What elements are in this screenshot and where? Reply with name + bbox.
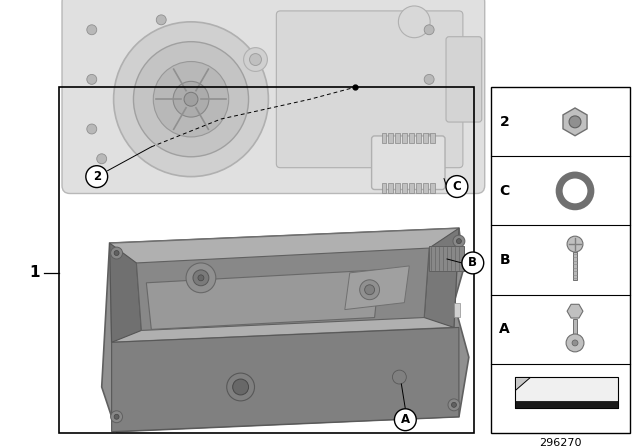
Circle shape [227,373,255,401]
Bar [410,133,414,143]
Circle shape [111,411,122,423]
Bar [416,133,421,143]
Circle shape [398,6,430,38]
Circle shape [154,61,228,137]
Polygon shape [563,108,587,136]
Circle shape [572,340,578,346]
Circle shape [186,263,216,293]
Text: B: B [499,253,510,267]
Bar [388,133,394,143]
Text: A: A [401,413,410,426]
Polygon shape [109,243,141,342]
Bar [381,183,387,193]
Circle shape [360,280,380,300]
Circle shape [424,134,434,144]
Polygon shape [515,378,531,390]
Bar [573,319,577,341]
Bar [410,183,414,193]
FancyBboxPatch shape [62,0,484,194]
Circle shape [86,166,108,188]
Bar [491,87,630,433]
Circle shape [456,239,461,244]
Text: C: C [499,184,509,198]
Text: A: A [499,322,510,336]
Circle shape [198,275,204,281]
Polygon shape [147,270,380,329]
Circle shape [250,54,262,65]
Polygon shape [515,378,618,408]
Text: B: B [468,256,477,269]
Bar [396,133,401,143]
Bar [381,133,387,143]
Circle shape [87,74,97,84]
Bar [423,183,428,193]
Circle shape [87,25,97,35]
Polygon shape [345,266,410,310]
Circle shape [414,159,424,169]
Polygon shape [111,327,459,431]
Text: C: C [452,180,461,193]
Circle shape [424,25,434,35]
Circle shape [184,92,198,106]
Circle shape [448,399,460,411]
Circle shape [462,252,484,274]
Circle shape [569,116,581,128]
Text: 296270: 296270 [539,438,581,448]
Polygon shape [136,248,429,331]
FancyBboxPatch shape [446,37,482,122]
Polygon shape [102,228,469,431]
Circle shape [453,235,465,247]
Circle shape [392,370,406,384]
Circle shape [193,270,209,286]
Circle shape [87,124,97,134]
Circle shape [114,414,119,419]
Bar [454,303,460,317]
FancyBboxPatch shape [372,136,445,190]
FancyBboxPatch shape [276,11,463,168]
Bar [423,133,428,143]
Circle shape [244,47,268,71]
Bar [388,183,394,193]
Circle shape [567,236,583,252]
Circle shape [114,22,268,177]
Circle shape [365,285,374,295]
Circle shape [394,409,416,431]
Bar [515,401,618,408]
Bar [403,133,407,143]
Circle shape [173,82,209,117]
Circle shape [134,42,248,157]
Bar [573,252,577,280]
Bar [396,183,401,193]
Circle shape [424,74,434,84]
Circle shape [114,250,119,255]
Polygon shape [424,228,459,327]
Text: 2: 2 [93,170,101,183]
Circle shape [559,175,591,207]
Polygon shape [109,228,459,342]
Bar [430,133,435,143]
Circle shape [446,176,468,198]
Text: 2: 2 [500,115,509,129]
Polygon shape [567,304,583,318]
Bar [430,183,435,193]
Circle shape [451,402,456,407]
Bar [416,183,421,193]
Bar [429,246,464,271]
Bar [59,87,474,433]
Circle shape [156,15,166,25]
Text: 1: 1 [29,265,40,280]
Circle shape [97,154,107,164]
Circle shape [111,247,122,259]
Circle shape [233,379,248,395]
Bar [403,183,407,193]
Circle shape [566,334,584,352]
